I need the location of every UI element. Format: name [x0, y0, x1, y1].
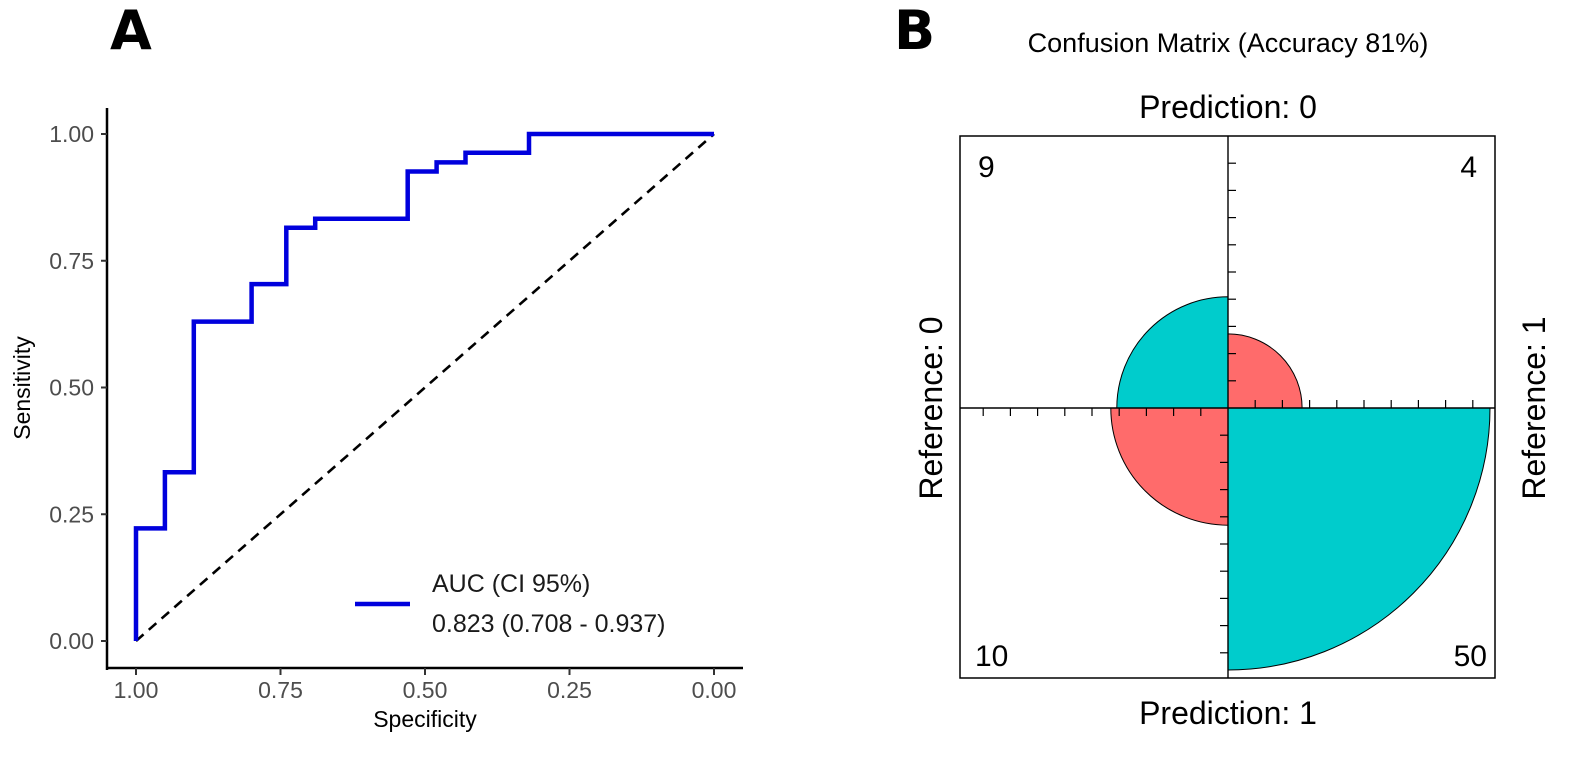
legend-entry: 0.823 (0.708 - 0.937) — [432, 610, 666, 638]
roc-curve — [133, 131, 714, 641]
cm-bottom-label: Prediction: 1 — [1139, 695, 1317, 731]
roc-x-tick-label: 0.00 — [692, 677, 737, 703]
cm-sector-bottom-right — [1227, 407, 1491, 671]
roc-legend: AUC (CI 95%) 0.823 (0.708 - 0.937) — [355, 570, 666, 638]
cm-right-label: Reference: 1 — [1516, 316, 1552, 499]
roc-x-tick-label: 0.50 — [403, 677, 448, 703]
cm-count-top-right: 4 — [1460, 151, 1477, 184]
roc-y-tick-label: 1.00 — [49, 121, 94, 147]
roc-y-ticks: 0.00 0.25 0.50 0.75 1.00 — [49, 121, 107, 654]
cm-sectors — [1110, 296, 1491, 671]
cm-count-top-left: 9 — [978, 151, 995, 184]
confusion-matrix-chart: Confusion Matrix (Accuracy 81%) Predicti… — [913, 28, 1552, 731]
roc-chance-line — [135, 133, 715, 642]
roc-y-tick-label: 0.00 — [49, 628, 94, 654]
cm-title: Confusion Matrix (Accuracy 81%) — [1028, 28, 1429, 58]
roc-x-tick-label: 1.00 — [114, 677, 159, 703]
roc-y-tick-label: 0.25 — [49, 501, 94, 527]
cm-count-bottom-left: 10 — [975, 640, 1008, 673]
cm-axes — [960, 136, 1495, 678]
roc-chart: 0.000.250.500.751.00 1.00 0.75 0.50 0.25 0.0… — [9, 108, 743, 732]
legend-title: AUC (CI 95%) — [432, 570, 590, 598]
roc-y-axis-title: Sensitivity — [9, 336, 35, 440]
roc-x-tick-label: 0.75 — [258, 677, 303, 703]
cm-sector-top-right — [1227, 333, 1303, 409]
panel-label-b: B — [894, 0, 936, 62]
roc-x-axis-title: Specificity — [373, 706, 477, 732]
cm-top-label: Prediction: 0 — [1139, 89, 1317, 125]
roc-x-tick-label: 0.25 — [547, 677, 592, 703]
roc-y-tick-label: 0.50 — [49, 375, 94, 401]
cm-sector-bottom-left — [1110, 407, 1229, 526]
cm-count-bottom-right: 50 — [1454, 640, 1487, 673]
panel-label-a: A — [110, 0, 152, 62]
cm-sector-top-left — [1116, 296, 1229, 409]
cm-left-label: Reference: 0 — [913, 316, 949, 499]
roc-x-ticks: 1.00 0.75 0.50 0.25 0.00 — [114, 668, 737, 703]
roc-y-tick-label: 0.75 — [49, 248, 94, 274]
